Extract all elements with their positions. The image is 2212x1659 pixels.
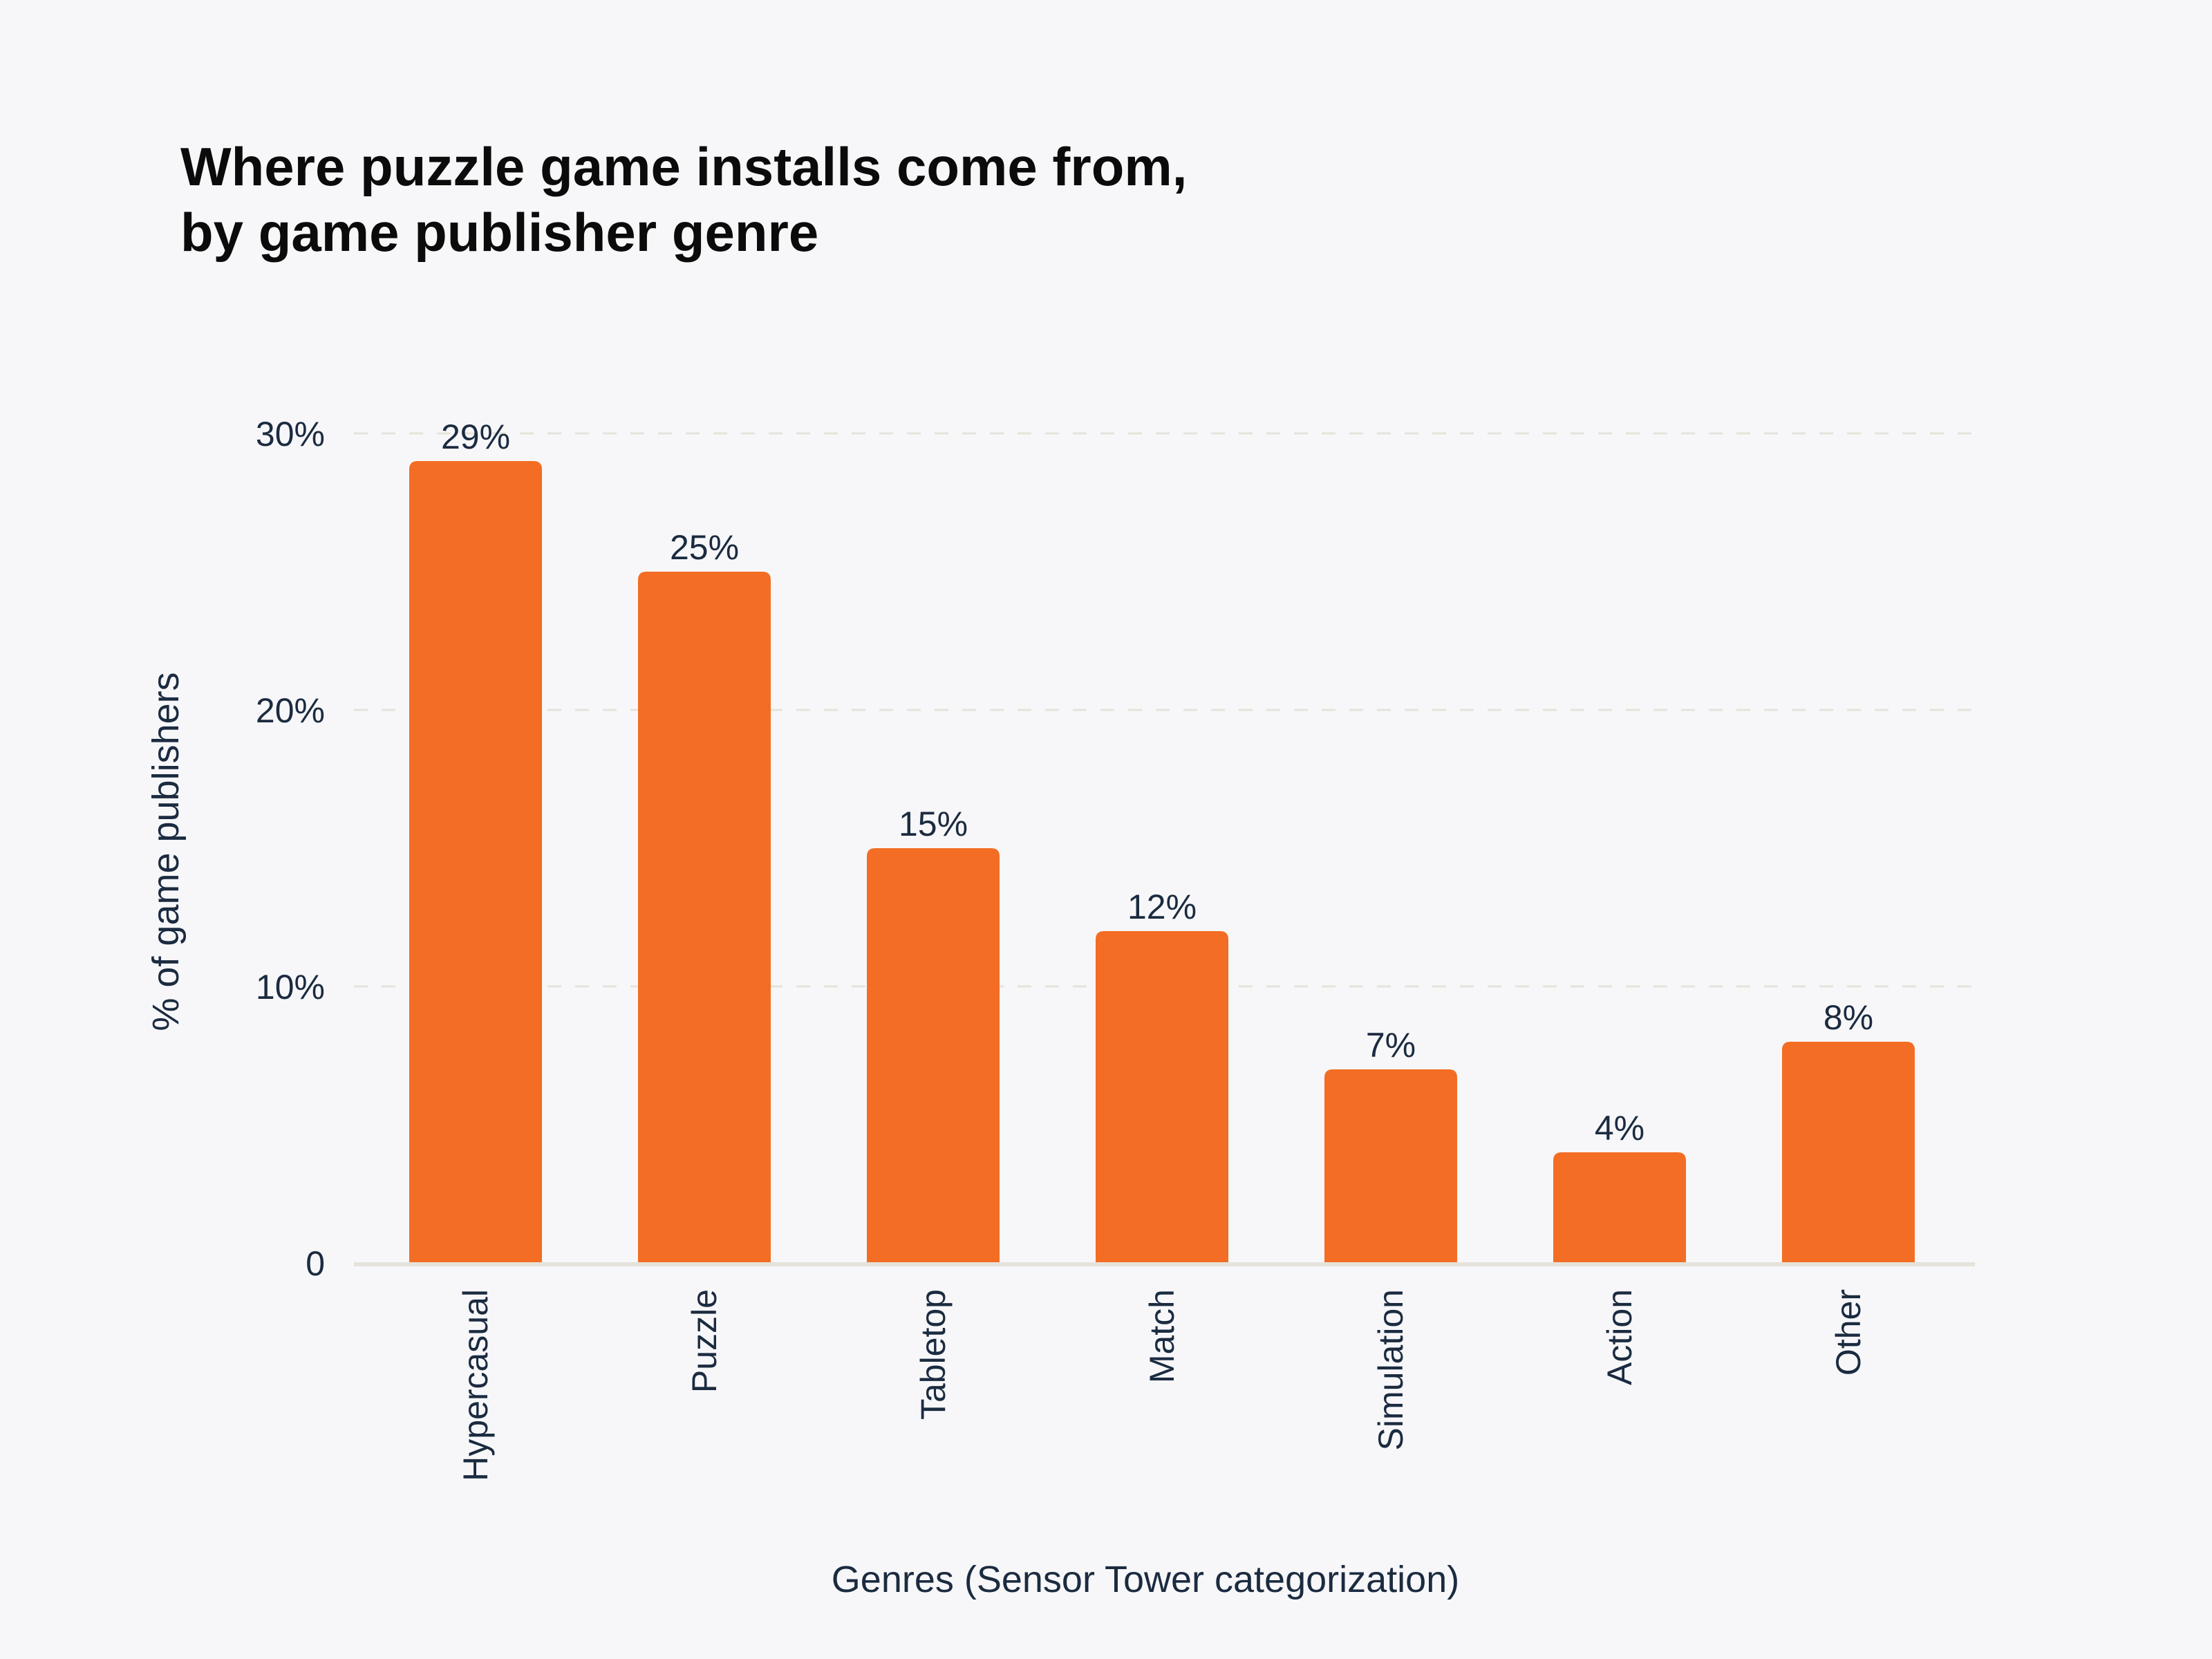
- x-axis-title: Genres (Sensor Tower categorization): [832, 1559, 1459, 1600]
- x-tick-label: Match: [1143, 1289, 1181, 1383]
- x-tick-label: Tabletop: [914, 1289, 953, 1420]
- bar-hypercasual: [409, 461, 542, 1263]
- chart-title-line-1: Where puzzle game installs come from,: [180, 136, 1187, 197]
- x-tick-label: Simulation: [1371, 1289, 1410, 1450]
- x-tick-label: Other: [1829, 1289, 1868, 1376]
- bar-simulation: [1324, 1069, 1457, 1263]
- chart-title-line-2: by game publisher genre: [180, 202, 818, 263]
- y-axis-ticks: 0 10% 20% 30%: [256, 415, 325, 1283]
- y-tick-label: 10%: [256, 968, 325, 1006]
- bar-other: [1782, 1042, 1915, 1263]
- y-tick-label: 30%: [256, 415, 325, 453]
- y-axis-title: % of game publishers: [145, 672, 187, 1031]
- data-label: 4%: [1595, 1109, 1644, 1147]
- y-tick-label: 0: [306, 1244, 325, 1283]
- x-tick-label: Action: [1600, 1289, 1639, 1385]
- bar-match: [1096, 931, 1228, 1263]
- bar-puzzle: [638, 572, 771, 1263]
- data-label: 7%: [1366, 1026, 1416, 1065]
- data-label: 25%: [670, 528, 739, 567]
- data-label: 29%: [441, 418, 510, 456]
- x-tick-label: Hypercasual: [456, 1289, 495, 1481]
- y-tick-label: 20%: [256, 691, 325, 730]
- data-label: 8%: [1824, 998, 1873, 1037]
- x-axis-ticks: Hypercasual Puzzle Tabletop Match Simulation…: [456, 1289, 1868, 1481]
- bar-tabletop: [867, 848, 1000, 1263]
- bars: 29% 25% 15% 12% 7% 4% 8%: [409, 418, 1915, 1263]
- bar-action: [1553, 1152, 1686, 1263]
- data-label: 15%: [899, 805, 968, 843]
- data-label: 12%: [1127, 888, 1197, 926]
- x-tick-label: Puzzle: [685, 1289, 724, 1393]
